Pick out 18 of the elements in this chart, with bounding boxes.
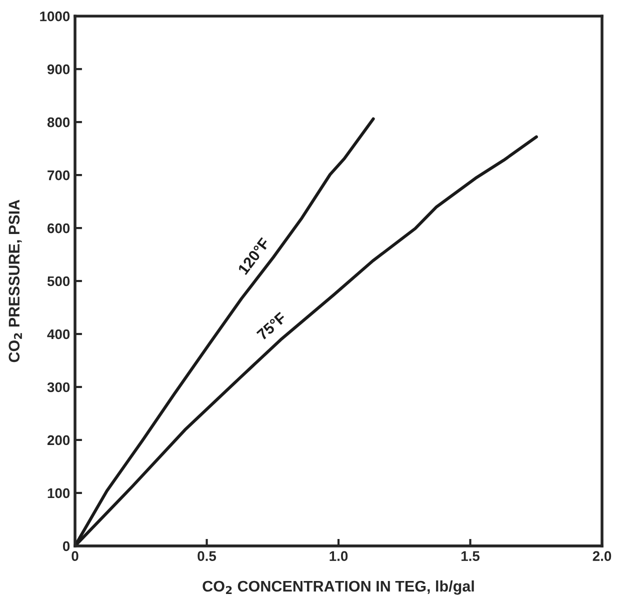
y-tick-label: 800 [47,117,70,128]
x-tick-label: 1.0 [330,551,348,561]
y-tick-label: 100 [48,488,70,498]
y-tick-label: 600 [47,223,70,234]
y-axis-title: CO$_{2}$ PRESSURE, PSIA [8,200,22,362]
y-tick-label: 400 [47,329,70,340]
x-axis-title: CO$_{2}$ CONCENTRATION IN TEG, lb/gal [202,580,474,595]
y-tick-label: 900 [47,64,70,74]
y-tick-label: 300 [47,382,70,392]
y-tick-label: 500 [47,276,70,286]
x-tick-label: 2.0 [592,551,612,561]
y-tick-label: 0 [62,541,70,552]
x-tick-label: 0 [72,551,78,561]
y-tick-label: 700 [48,170,70,180]
y-tick-label: 1000 [40,11,70,22]
y-tick-label: 200 [47,435,70,446]
x-tick-label: 1.5 [461,551,480,561]
x-tick-label: 0.5 [198,551,216,561]
